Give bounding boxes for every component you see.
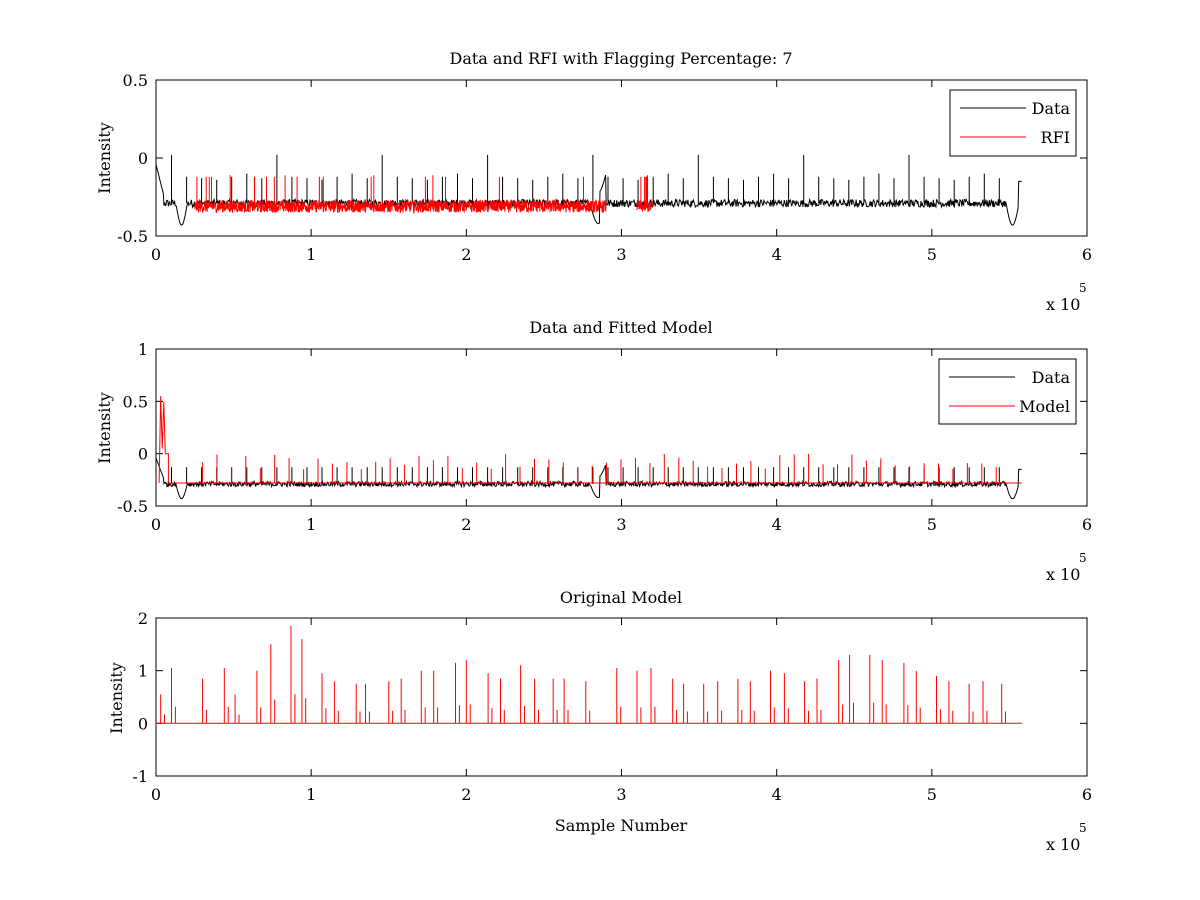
x-multiplier: x 10 bbox=[1046, 295, 1080, 314]
legend-box bbox=[938, 358, 1077, 425]
x-tick-label: 0 bbox=[151, 785, 161, 804]
rfi-series-line bbox=[240, 175, 289, 213]
model-series-line bbox=[156, 625, 1022, 724]
x-tick-label: 1 bbox=[306, 245, 316, 264]
x-axis-label: Sample Number bbox=[555, 816, 688, 835]
subplot-title: Original Model bbox=[560, 588, 682, 607]
x-tick-label: 4 bbox=[772, 245, 782, 264]
x-tick-label: 3 bbox=[616, 785, 626, 804]
y-tick-label: -0.5 bbox=[117, 497, 148, 516]
subplot-title: Data and RFI with Flagging Percentage: 7 bbox=[449, 49, 792, 68]
rfi-series-line bbox=[287, 175, 390, 214]
x-tick-label: 2 bbox=[461, 245, 471, 264]
y-tick-label: 0 bbox=[138, 714, 148, 733]
plot-frame bbox=[155, 79, 1088, 237]
x-tick-label: 5 bbox=[927, 245, 937, 264]
rfi-series-line bbox=[388, 175, 607, 215]
y-tick-label: 1 bbox=[138, 662, 148, 681]
rfi-series-line bbox=[194, 175, 242, 214]
x-tick-label: 2 bbox=[461, 785, 471, 804]
x-tick-label: 6 bbox=[1082, 785, 1092, 804]
y-tick-label: 0.5 bbox=[123, 392, 148, 411]
x-tick-label: 6 bbox=[1082, 245, 1092, 264]
y-axis-label: Intensity bbox=[95, 122, 114, 194]
y-tick-label: 0.5 bbox=[123, 71, 148, 90]
x-tick-label: 0 bbox=[151, 515, 161, 534]
legend: Data RFI bbox=[949, 89, 1077, 157]
subplot-original-model: Original Model Intensity Sample Number x… bbox=[107, 588, 1092, 854]
x-exponent: 5 bbox=[1079, 551, 1087, 565]
subplot-title: Data and Fitted Model bbox=[529, 318, 712, 337]
legend-box bbox=[949, 89, 1077, 157]
subplot-rfi: Data and RFI with Flagging Percentage: 7… bbox=[95, 49, 1092, 314]
x-exponent: 5 bbox=[1079, 281, 1087, 295]
x-multiplier: x 10 bbox=[1046, 565, 1080, 584]
x-tick-label: 5 bbox=[927, 515, 937, 534]
y-tick-label: -0.5 bbox=[117, 227, 148, 246]
legend: Data Model bbox=[938, 358, 1077, 425]
legend-label: Model bbox=[1019, 397, 1070, 416]
x-tick-label: 5 bbox=[927, 785, 937, 804]
y-axis-label: Intensity bbox=[95, 392, 114, 464]
legend-label: Data bbox=[1032, 99, 1071, 118]
x-tick-label: 2 bbox=[461, 515, 471, 534]
x-tick-label: 3 bbox=[616, 245, 626, 264]
x-tick-label: 1 bbox=[306, 785, 316, 804]
x-tick-label: 6 bbox=[1082, 515, 1092, 534]
x-exponent: 5 bbox=[1079, 821, 1087, 835]
legend-label: Data bbox=[1032, 368, 1071, 387]
x-tick-label: 0 bbox=[151, 245, 161, 264]
y-axis-label: Intensity bbox=[107, 662, 126, 734]
y-tick-label: 0 bbox=[138, 445, 148, 464]
x-tick-label: 4 bbox=[772, 515, 782, 534]
x-tick-label: 1 bbox=[306, 515, 316, 534]
x-tick-label: 3 bbox=[616, 515, 626, 534]
y-tick-label: 0 bbox=[138, 149, 148, 168]
y-tick-label: 2 bbox=[138, 609, 148, 628]
plot-frame bbox=[155, 617, 1088, 777]
model-series-line bbox=[158, 396, 1022, 484]
subplot-model-fit: Data and Fitted Model Intensity x 10 5 0… bbox=[95, 318, 1092, 584]
y-tick-label: -1 bbox=[132, 767, 148, 786]
rfi-series-line bbox=[636, 175, 653, 213]
x-multiplier: x 10 bbox=[1046, 835, 1080, 854]
y-tick-label: 1 bbox=[138, 340, 148, 359]
legend-label: RFI bbox=[1041, 128, 1070, 147]
x-tick-label: 4 bbox=[772, 785, 782, 804]
